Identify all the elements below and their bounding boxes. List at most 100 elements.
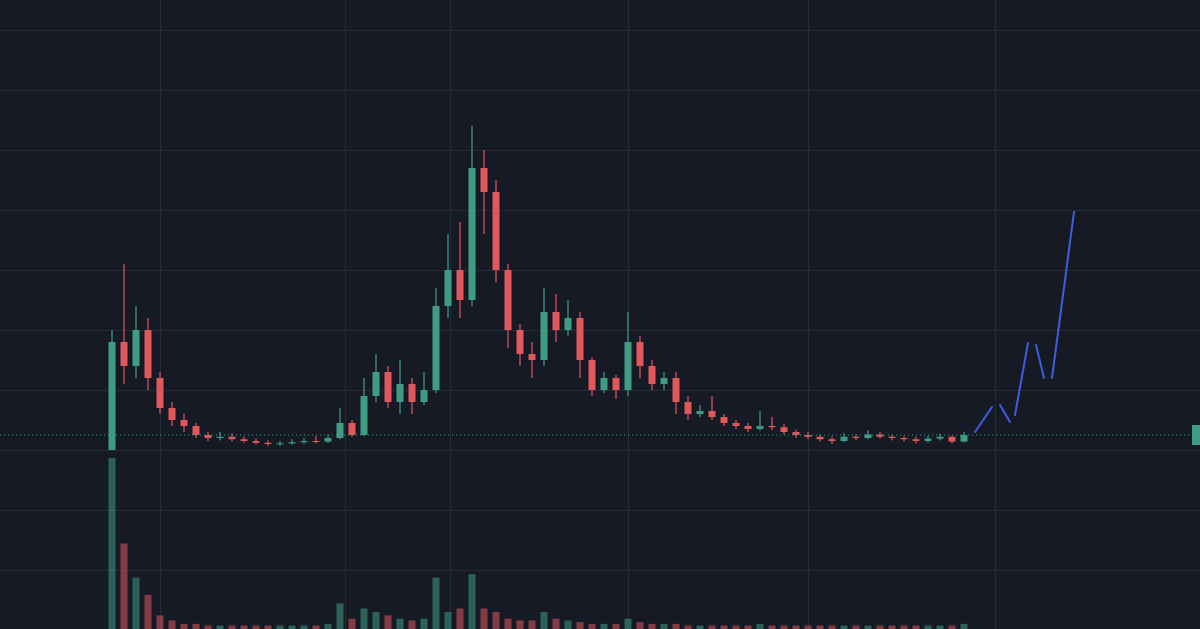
volume-bar [876,625,884,629]
candle-body [312,441,320,442]
volume-bar [264,625,272,629]
volume-bar [444,611,452,629]
candle-body [240,439,248,441]
candle-body [636,342,644,366]
candle-body [336,423,344,438]
drawing-line [999,404,1011,423]
volume-bar [828,625,836,629]
volume-bar [888,625,896,629]
candle-body [888,436,896,438]
volume-bar [840,625,848,629]
drawing-line [974,406,993,433]
volume-bar [180,623,188,629]
last-price-marker [1192,425,1200,445]
candle-body [876,434,884,437]
candle-body [564,318,572,330]
candle-body [732,423,740,426]
volume-bar [768,625,776,629]
candle-body [912,439,920,441]
volume-bar [924,625,932,629]
candle-body [624,342,632,390]
volume-bar [420,618,428,629]
candle-body [456,270,464,300]
volume-bar [132,577,140,629]
candle-body [252,441,260,443]
candle-body [144,330,152,378]
volume-bar [672,623,680,629]
last-price [0,425,1200,445]
volume-bar [252,625,260,629]
candle-body [588,360,596,390]
volume-bar [372,611,380,629]
candle-body [492,192,500,270]
candle-body [900,438,908,440]
candle-body [648,366,656,384]
candle-body [708,411,716,417]
candle-body [276,443,284,445]
volume-bar [300,625,308,629]
candle-body [960,435,968,442]
candle-body [216,436,224,438]
volume-bar [276,625,284,629]
volume-bar [228,625,236,629]
candle-body [540,312,548,360]
candle-body [372,372,380,396]
volume-bar [636,622,644,629]
volume-bar [204,625,212,629]
candle-body [264,442,272,444]
volume-bar [684,625,692,629]
candle-body [300,441,308,443]
candle-body [168,408,176,420]
volume-bar [780,625,788,629]
volume-bar [384,615,392,629]
candle-body [396,384,404,402]
drawing-line [1035,344,1045,379]
candle-body [348,423,356,435]
volume-bar [612,623,620,629]
volume-bar [480,608,488,629]
candle-body [660,378,668,384]
volume-bar [816,625,824,629]
volume-bar [648,623,656,629]
candle-body [180,420,188,426]
candle-body [156,378,164,408]
volume-bar [744,625,752,629]
volume-bar [528,620,536,629]
volume-bar [108,458,116,629]
candle-body [828,439,836,441]
candle-body [384,372,392,402]
volume-bar [660,623,668,629]
candle-body [780,427,788,432]
volume-pane [108,458,968,629]
volume-bar [912,625,920,629]
candle-body [852,436,860,438]
volume-bar [696,625,704,629]
volume-bar [456,608,464,629]
candle-body [516,330,524,354]
volume-bar [336,603,344,629]
candle-body [528,354,536,360]
volume-bar [120,543,128,629]
volume-bar [360,608,368,629]
drawing-line [1014,342,1029,416]
volume-bar [408,620,416,629]
candle-body [288,442,296,444]
candle-body [804,435,812,437]
volume-bar [492,611,500,629]
candle-body [108,342,116,450]
candle-body [864,434,872,438]
candle-body [744,426,752,429]
volume-bar [156,615,164,629]
volume-bar [432,577,440,629]
drawing [974,211,1075,433]
volume-bar [192,623,200,629]
candle-body [816,436,824,440]
candle-body [360,396,368,435]
volume-bar [288,625,296,629]
volume-bar [864,625,872,629]
volume-bar [756,623,764,629]
candle-body [444,270,452,306]
candle-body [720,417,728,423]
